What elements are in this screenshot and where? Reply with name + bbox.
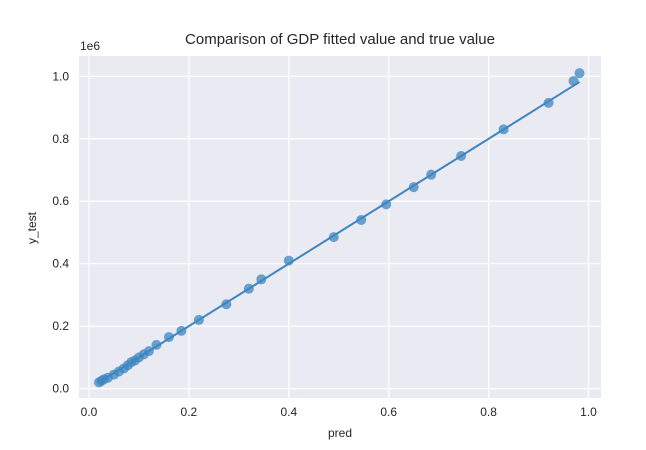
y-offset-label: 1e6 bbox=[80, 39, 100, 53]
data-point bbox=[426, 169, 437, 180]
data-point bbox=[568, 75, 579, 86]
chart-title: Comparison of GDP fitted value and true … bbox=[185, 31, 495, 48]
data-point bbox=[176, 325, 187, 336]
data-point bbox=[328, 232, 339, 243]
data-point bbox=[283, 255, 294, 266]
x-tick-label: 0.8 bbox=[480, 405, 497, 419]
data-point bbox=[151, 339, 162, 350]
grid bbox=[79, 56, 601, 398]
data-point bbox=[243, 283, 254, 294]
y-tick-label: 0.2 bbox=[52, 319, 69, 333]
data-point bbox=[543, 97, 554, 108]
data-points bbox=[93, 68, 585, 388]
data-point bbox=[163, 332, 174, 343]
data-point bbox=[256, 274, 267, 285]
x-tick-label: 0.0 bbox=[81, 405, 98, 419]
y-tick-label: 0.6 bbox=[52, 194, 69, 208]
data-point bbox=[221, 299, 232, 310]
data-point bbox=[408, 182, 419, 193]
data-point bbox=[574, 68, 585, 79]
y-tick-label: 0.8 bbox=[52, 132, 69, 146]
x-tick-label: 0.2 bbox=[181, 405, 198, 419]
x-tick-labels: 0.0 0.2 0.4 0.6 0.8 1.0 bbox=[81, 405, 598, 419]
y-tick-labels: 0.0 0.2 0.4 0.6 0.8 1.0 bbox=[52, 69, 69, 395]
data-point bbox=[381, 199, 392, 210]
x-tick-label: 0.4 bbox=[280, 405, 297, 419]
y-tick-label: 0.4 bbox=[52, 257, 69, 271]
data-point bbox=[193, 314, 204, 325]
data-point bbox=[356, 214, 367, 225]
y-tick-label: 0.0 bbox=[52, 382, 69, 396]
y-axis-label: y_test bbox=[25, 211, 39, 244]
x-axis-label: pred bbox=[328, 426, 352, 440]
data-point bbox=[143, 346, 154, 357]
data-point bbox=[498, 124, 509, 135]
x-tick-label: 1.0 bbox=[580, 405, 597, 419]
data-point bbox=[456, 150, 467, 161]
y-tick-label: 1.0 bbox=[52, 69, 69, 83]
x-tick-label: 0.6 bbox=[380, 405, 397, 419]
